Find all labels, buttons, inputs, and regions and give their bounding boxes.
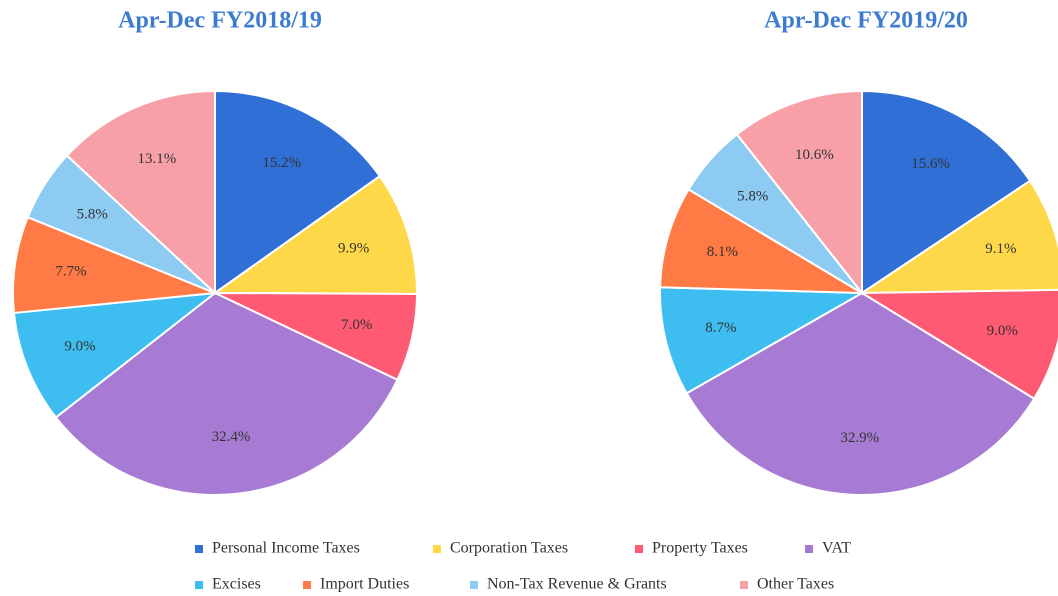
- slice-label: 32.9%: [840, 430, 879, 446]
- pie-slice: [858, 288, 1058, 401]
- slice-label: 9.0%: [987, 323, 1018, 339]
- legend-swatch: [433, 545, 441, 553]
- pie-slice: [211, 174, 418, 295]
- legend-swatch: [470, 581, 478, 589]
- pie-slice: [735, 89, 863, 296]
- legend-label: Property Taxes: [652, 540, 748, 557]
- slice-label: 9.1%: [985, 241, 1016, 257]
- legend-label: Other Taxes: [757, 576, 834, 593]
- legend-swatch: [805, 545, 813, 553]
- slice-label: 5.8%: [737, 188, 768, 204]
- legend-label: Non-Tax Revenue & Grants: [487, 576, 667, 593]
- pie-slice: [659, 188, 866, 295]
- slice-label: 15.6%: [911, 156, 950, 172]
- slice-label: 7.7%: [55, 264, 86, 280]
- slice-label: 9.9%: [338, 241, 369, 257]
- legend-label: Import Duties: [320, 576, 409, 593]
- slice-label: 32.4%: [212, 429, 251, 445]
- slice-label: 8.7%: [705, 320, 736, 336]
- legend-swatch: [740, 581, 748, 589]
- pie-slice: [54, 291, 399, 496]
- slice-label: 9.0%: [64, 339, 95, 355]
- slice-label: 10.6%: [795, 147, 834, 163]
- pie-slice: [659, 286, 866, 395]
- legend-swatch: [195, 545, 203, 553]
- slice-label: 7.0%: [341, 317, 372, 333]
- legend-swatch: [635, 545, 643, 553]
- slice-label: 5.8%: [77, 206, 108, 222]
- slice-label: 13.1%: [137, 151, 176, 167]
- legend-label: Corporation Taxes: [450, 540, 568, 557]
- legend-label: Excises: [212, 576, 261, 593]
- legend-swatch: [195, 581, 203, 589]
- chart-title: Apr-Dec FY2019/20: [764, 8, 968, 34]
- pie-slice: [214, 89, 382, 295]
- legend-label: Personal Income Taxes: [212, 540, 360, 557]
- pie-slice: [685, 291, 1036, 496]
- slice-label: 8.1%: [707, 244, 738, 260]
- pie-slice: [861, 89, 1032, 295]
- chart-title: Apr-Dec FY2018/19: [118, 8, 322, 34]
- pie-slice: [12, 215, 216, 315]
- slice-label: 15.2%: [262, 155, 301, 171]
- legend-label: VAT: [822, 540, 851, 557]
- legend-swatch: [303, 581, 311, 589]
- pie-slice: [65, 89, 216, 296]
- pie-slice: [858, 179, 1058, 295]
- pie-slice: [12, 291, 219, 419]
